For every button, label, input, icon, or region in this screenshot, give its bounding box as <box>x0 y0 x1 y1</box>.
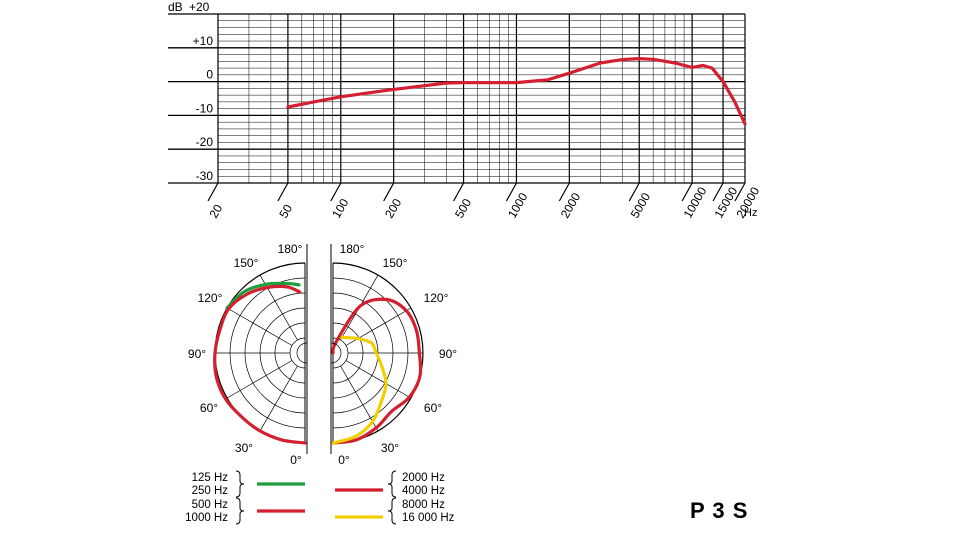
x-tick-label: 5000 <box>628 190 654 220</box>
angle-label: 90° <box>439 347 457 361</box>
angle-label: 30° <box>235 441 253 455</box>
legend-label: 4000 Hz <box>402 485 445 497</box>
legend-label: 8000 Hz <box>402 499 445 511</box>
polar-divider <box>307 244 331 454</box>
x-tick-label: 1000 <box>505 190 531 220</box>
legend-brace <box>387 470 397 498</box>
angle-label: 60° <box>424 401 442 415</box>
x-tick-label: 20 <box>206 202 225 221</box>
polar-center <box>330 342 342 364</box>
y-tick-label: -30 <box>196 169 214 183</box>
x-tick-mark <box>734 182 746 202</box>
x-tick-mark <box>383 182 395 202</box>
polar-spoke <box>226 307 293 346</box>
x-tick-mark <box>558 182 570 202</box>
polar-curve <box>331 297 423 445</box>
polar-curve <box>331 335 388 445</box>
y-tick-label: -10 <box>196 101 214 115</box>
polar-center <box>296 342 308 364</box>
x-tick-label: 50 <box>276 202 295 221</box>
x-tick-mark <box>628 182 640 202</box>
x-tick-label: 10000 <box>681 184 710 220</box>
model-label: P 3 S <box>690 498 749 523</box>
frequency-response-chart: +20 +10 0 -10 -20 -30 dB 20 50 100 200 500 1000 2000 5… <box>168 0 762 221</box>
legend-brace <box>235 497 245 525</box>
angle-label: 120° <box>424 291 449 305</box>
x-tick-mark <box>505 182 517 202</box>
legend-label: 500 Hz <box>192 499 229 511</box>
x-tick-mark <box>207 182 219 202</box>
x-tick-label: 200 <box>382 196 404 221</box>
legend-label: 1000 Hz <box>185 512 228 524</box>
angle-label: 150° <box>383 256 408 270</box>
legend-label: 2000 Hz <box>402 472 445 484</box>
x-tick-label: 500 <box>452 196 474 221</box>
frequency-response-curve <box>286 56 747 126</box>
x-tick-mark <box>453 182 465 202</box>
y-tick-label: 0 <box>206 68 213 82</box>
legend-label: 250 Hz <box>192 485 229 497</box>
x-axis-unit: Hz <box>744 207 757 219</box>
legend-brace <box>235 470 245 498</box>
polar-ring <box>289 337 306 369</box>
angle-label: 60° <box>200 401 218 415</box>
angle-label: 120° <box>198 291 223 305</box>
legend-brace <box>387 497 397 525</box>
polar-pattern-chart: 180° 150° 120° 90° 60° 30° 0° 180° 150° 120° 90° 60… <box>188 242 457 467</box>
angle-label: 0° <box>290 453 302 467</box>
polar-spoke <box>259 274 298 341</box>
legend-label: 16 000 Hz <box>402 512 455 524</box>
y-tick-label: +20 <box>189 0 210 14</box>
polar-spoke <box>226 360 293 399</box>
polar-curve <box>225 281 301 310</box>
polar-spoke <box>259 365 298 432</box>
angle-label: 150° <box>234 256 259 270</box>
x-tick-label: 2000 <box>558 190 584 220</box>
angle-label: 180° <box>340 242 365 256</box>
angle-label: 180° <box>278 242 303 256</box>
x-tick-mark <box>712 182 724 202</box>
angle-label: 90° <box>188 347 206 361</box>
polar-spoke <box>345 360 412 399</box>
x-tick-mark <box>330 182 342 202</box>
x-tick-mark <box>277 182 289 202</box>
angle-label: 30° <box>381 441 399 455</box>
y-tick-label: -20 <box>196 135 214 149</box>
polar-curve <box>213 284 307 445</box>
y-tick-label: +10 <box>193 34 214 48</box>
y-axis-label: dB <box>168 0 183 14</box>
x-tick-label: 100 <box>329 196 351 221</box>
angle-label: 0° <box>338 453 350 467</box>
x-tick-mark <box>681 182 693 202</box>
legend-label: 125 Hz <box>192 472 229 484</box>
